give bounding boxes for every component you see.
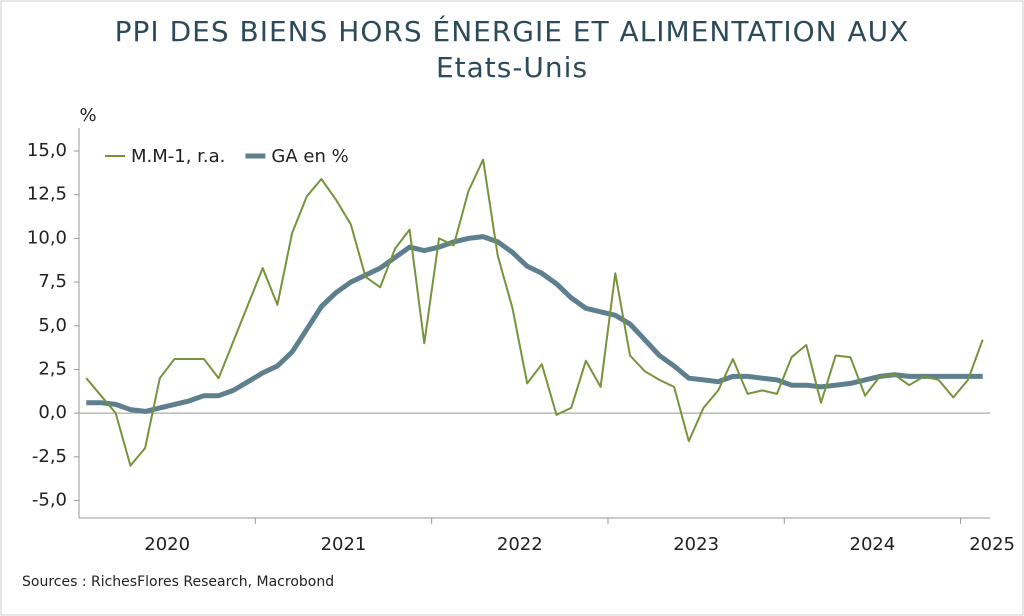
x-tick-label: 2020 [144, 534, 190, 555]
y-tick-label: 10,0 [27, 227, 67, 248]
x-tick-label: 2024 [850, 534, 896, 555]
y-tick-label: 15,0 [27, 140, 67, 161]
y-unit: % [79, 105, 96, 126]
y-tick-label: 7,5 [38, 271, 67, 292]
x-tick-label: 2023 [673, 534, 719, 555]
y-tick-label: 0,0 [38, 402, 67, 423]
y-tick-label: -5,0 [32, 490, 67, 511]
x-tick-label: 2021 [321, 534, 367, 555]
chart-title: PPI DES BIENS HORS ÉNERGIE ET ALIMENTATI… [115, 14, 910, 48]
series-line [86, 234, 983, 414]
chart-title: Etats-Unis [436, 51, 588, 84]
y-tick-label: 5,0 [38, 315, 67, 336]
x-tick-label: 2022 [497, 534, 543, 555]
y-tick-label: 2,5 [38, 358, 67, 379]
x-tick-label: 2025 [969, 534, 1015, 555]
source: Sources : RichesFlores Research, Macrobo… [22, 574, 334, 590]
y-tick-label: 12,5 [27, 184, 67, 205]
series-line [85, 158, 984, 467]
legend-label: M.M-1, r.a. [131, 146, 225, 167]
legend-label: GA en % [271, 146, 348, 167]
y-tick-label: -2,5 [32, 446, 67, 467]
